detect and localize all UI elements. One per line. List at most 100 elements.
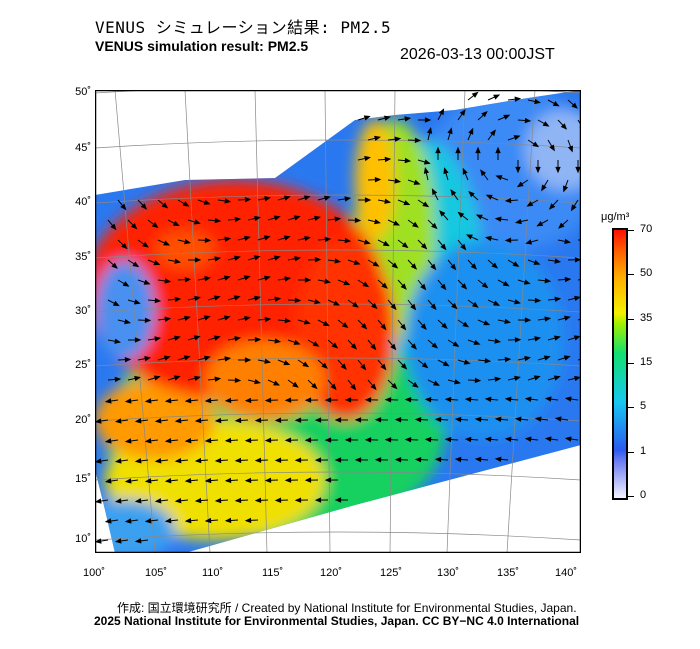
title-japanese: VENUS シミュレーション結果: PM2.5: [95, 18, 392, 37]
wind-arrowhead: [273, 380, 281, 386]
wind-arrowhead: [495, 175, 503, 181]
lon-label: 135˚: [497, 567, 520, 579]
wind-arrowhead: [534, 297, 542, 304]
wind-arrowhead: [204, 477, 212, 484]
wind-arrowhead: [174, 258, 182, 264]
wind-arrowhead: [455, 146, 461, 154]
wind-arrowhead: [184, 315, 191, 321]
wind-arrowhead: [274, 497, 282, 503]
wind-vectors: [95, 91, 581, 544]
wind-arrowhead: [204, 437, 212, 444]
wind-arrowhead: [292, 381, 299, 388]
wind-arrowhead: [314, 298, 321, 305]
wind-arrowhead: [164, 398, 172, 404]
wind-arrowhead: [293, 215, 301, 221]
lat-label: 20˚: [75, 414, 91, 426]
wind-arrowhead: [311, 382, 318, 390]
wind-arrowhead: [344, 237, 352, 244]
wind-arrowhead: [354, 417, 362, 423]
wind-arrowhead: [124, 518, 132, 524]
wind-arrowhead: [504, 237, 512, 243]
wind-arrowhead: [384, 397, 392, 403]
wind-arrowhead: [553, 335, 561, 341]
wind-arrowhead: [363, 115, 371, 121]
wind-arrowhead: [542, 121, 550, 127]
wind-arrowhead: [370, 383, 377, 391]
wind-arrowhead: [294, 256, 302, 262]
wind-arrowhead: [485, 194, 493, 200]
wind-arrowhead: [480, 169, 487, 177]
wind-arrowhead: [140, 203, 148, 210]
wind-arrowhead: [284, 477, 292, 483]
wind-arrowhead: [558, 222, 565, 229]
wind-arrowhead: [514, 337, 522, 343]
wind-arrowhead: [494, 338, 502, 344]
wind-arrowhead: [464, 396, 472, 403]
wind-arrowhead: [264, 477, 272, 484]
wind-arrowhead: [494, 416, 502, 423]
wind-arrowhead: [234, 497, 242, 504]
wind-arrowhead: [512, 261, 520, 267]
wind-arrowhead: [459, 109, 466, 116]
wind-arrowhead: [283, 195, 291, 201]
credit-text: 作成: 国立環境研究所 / Created by National Instit…: [117, 601, 577, 615]
wind-arrowhead: [164, 316, 172, 322]
wind-arrowhead: [163, 355, 171, 361]
lat-label: 30˚: [75, 305, 91, 317]
colorbar-tick-label: 35: [640, 312, 653, 324]
wind-arrowhead: [483, 320, 491, 326]
wind-arrowhead: [525, 239, 533, 245]
wind-arrowhead: [468, 190, 475, 198]
wind-arrowhead: [430, 263, 437, 271]
wind-arrowhead: [322, 320, 330, 327]
wind-arrowhead: [244, 357, 252, 363]
wind-arrowhead: [193, 335, 201, 341]
wind-arrowhead: [362, 281, 370, 288]
wind-arrowhead: [494, 456, 502, 463]
wind-arrowhead: [283, 235, 291, 241]
wind-arrowhead: [314, 417, 322, 423]
wind-arrowhead: [164, 438, 172, 444]
wind-arrowhead: [95, 458, 102, 464]
wind-arrowhead: [400, 363, 408, 370]
wind-arrowhead: [560, 123, 568, 130]
wind-arrowhead: [214, 457, 222, 464]
wind-arrowhead: [134, 418, 142, 424]
wind-arrowhead: [114, 498, 122, 504]
wind-arrowhead: [534, 416, 542, 422]
wind-arrowhead: [454, 456, 462, 463]
wind-arrowhead: [124, 478, 132, 484]
wind-arrowhead: [401, 242, 409, 249]
wind-arrowhead: [114, 338, 122, 344]
wind-arrowhead: [454, 416, 462, 423]
wind-arrowhead: [234, 216, 242, 223]
wind-arrowhead: [144, 518, 152, 524]
wind-arrowhead: [284, 397, 292, 403]
wind-arrowhead: [182, 201, 190, 207]
wind-arrowhead: [404, 157, 412, 164]
wind-arrowhead: [533, 375, 541, 381]
wind-arrowhead: [423, 167, 430, 174]
wind-arrowhead: [438, 108, 445, 116]
wind-arrowhead: [474, 377, 482, 384]
wind-arrowhead: [154, 498, 162, 504]
wind-arrowhead: [422, 201, 430, 208]
wind-arrowhead: [460, 283, 468, 290]
wind-arrowhead: [144, 478, 152, 484]
wind-arrowhead: [114, 538, 122, 544]
wind-arrowhead: [384, 156, 392, 163]
wind-arrowhead: [314, 457, 322, 463]
wind-arrowhead: [410, 263, 418, 270]
wind-arrowhead: [124, 398, 132, 404]
wind-arrowhead: [340, 363, 347, 370]
wind-arrowhead: [224, 477, 232, 484]
wind-arrowhead: [164, 518, 172, 524]
wind-arrowhead: [120, 203, 127, 211]
wind-arrowhead: [535, 166, 541, 174]
wind-arrowhead: [134, 458, 142, 464]
wind-arrowhead: [404, 437, 412, 443]
wind-arrowhead: [304, 397, 312, 403]
wind-arrowhead: [104, 398, 112, 404]
wind-arrowhead: [360, 323, 368, 330]
wind-arrowhead: [114, 458, 122, 464]
